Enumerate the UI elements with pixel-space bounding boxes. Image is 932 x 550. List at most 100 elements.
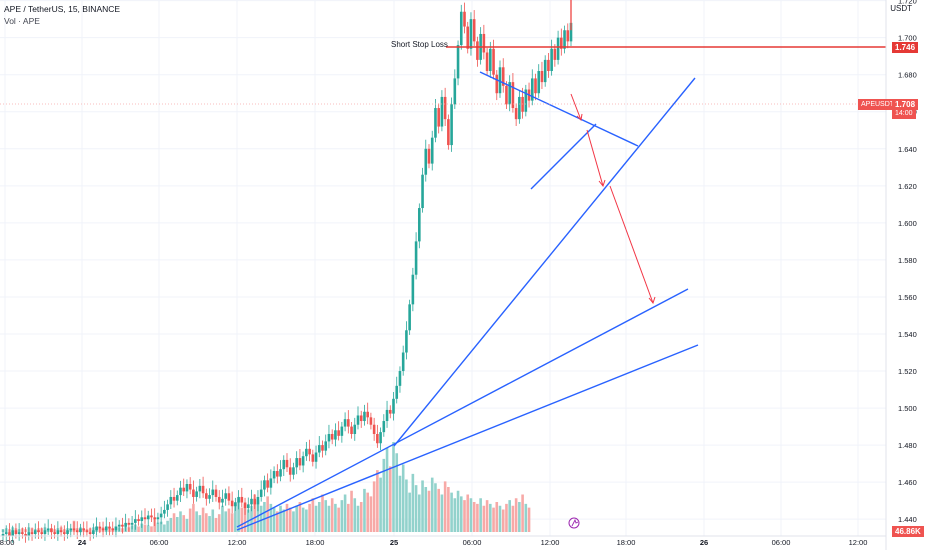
chart-grid — [0, 0, 886, 536]
candle-body — [230, 500, 234, 507]
trendline-triangle-lower[interactable] — [530, 123, 597, 190]
candle-body — [27, 532, 31, 536]
y-tick-label: 1.640 — [898, 145, 917, 154]
replay-icon-glyph — [571, 518, 579, 527]
volume-bar — [472, 502, 476, 532]
candle-body — [472, 19, 476, 42]
arrow-path-1[interactable] — [570, 93, 582, 121]
volume-bar — [437, 488, 440, 532]
volume-bar — [527, 507, 531, 532]
candle-body — [401, 352, 405, 372]
candle-body — [75, 530, 79, 533]
x-tick-label: 26 — [700, 538, 708, 547]
volume-bar — [243, 503, 247, 532]
candle-body — [359, 415, 363, 422]
candle-body — [305, 448, 308, 457]
volume-bar — [198, 515, 202, 532]
candle-body — [485, 52, 489, 71]
candle-body — [298, 458, 302, 466]
candle-body — [508, 82, 511, 105]
volume-bar — [317, 502, 321, 532]
candle-body — [69, 528, 73, 531]
volume-bar — [508, 500, 511, 532]
volume-bar — [485, 500, 489, 532]
volume-bar — [518, 502, 521, 532]
candle-body — [398, 371, 402, 386]
volume-bar — [185, 518, 189, 532]
volume-bar — [195, 511, 198, 532]
volume-bar — [211, 509, 215, 532]
volume-bar — [463, 500, 466, 532]
candle-body — [92, 530, 95, 534]
symbol-title[interactable]: APE / TetherUS, 15, BINANCE — [4, 4, 121, 14]
volume-bar — [188, 508, 192, 532]
candle-body — [256, 496, 260, 505]
trendline-drawings — [0, 46, 886, 531]
volume-indicator-label[interactable]: Vol · APE — [4, 16, 40, 26]
candle-body — [117, 524, 121, 527]
candle-body — [566, 30, 570, 42]
volume-bar — [324, 500, 328, 532]
candle-body — [1, 534, 5, 536]
candle-body — [434, 108, 437, 138]
volume-bar — [376, 470, 379, 532]
candle-body — [208, 495, 211, 499]
volume-bar — [292, 511, 295, 532]
candle-body — [317, 445, 321, 453]
candle-body — [53, 532, 56, 534]
volume-bar — [137, 526, 140, 532]
candle-body — [221, 498, 224, 503]
candle-body — [127, 522, 131, 525]
candle-body — [266, 480, 269, 488]
candle-body — [295, 458, 298, 468]
arrow-path-2[interactable] — [586, 129, 604, 187]
volume-bar — [272, 507, 276, 532]
candle-body — [192, 489, 195, 497]
candle-body — [43, 530, 47, 534]
y-tick-label: 1.680 — [898, 71, 917, 80]
volume-bar — [230, 513, 234, 532]
candle-body — [150, 515, 153, 518]
x-tick-label: 18:00 — [306, 538, 325, 547]
trendline-shallow[interactable] — [236, 344, 699, 531]
candle-body — [314, 452, 318, 462]
candle-body — [11, 530, 14, 536]
volume-bar — [353, 498, 357, 532]
volume-bar — [221, 505, 224, 532]
x-tick-label: 12:00 — [541, 538, 560, 547]
candle-body — [33, 530, 37, 534]
candle-body — [79, 528, 82, 533]
y-tick-label: 1.580 — [898, 256, 917, 265]
volume-bar — [369, 496, 373, 532]
volume-bar — [489, 503, 492, 532]
candle-body — [224, 493, 227, 499]
candle-body — [179, 487, 182, 496]
candle-body — [182, 487, 186, 492]
candle-body — [159, 513, 163, 518]
volume-bar — [266, 496, 269, 532]
candle-body — [556, 37, 560, 60]
volume-bar — [372, 481, 376, 532]
trendline-steep[interactable] — [393, 77, 696, 447]
volume-bar — [143, 524, 147, 532]
arrow-path-3[interactable] — [609, 185, 654, 304]
volume-bar — [182, 515, 186, 532]
y-tick-label: 1.540 — [898, 330, 917, 339]
price-axis[interactable]: 1.440 1.460 1.480 1.500 1.520 1.540 1.560 1.580… — [885, 0, 917, 550]
candle-body — [166, 504, 169, 510]
candle-body — [175, 495, 179, 501]
volume-bar — [340, 500, 344, 532]
volume-bar — [308, 503, 311, 532]
trendline-medium[interactable] — [236, 288, 689, 528]
candle-body — [140, 517, 144, 522]
candle-body — [21, 532, 24, 534]
candle-body — [163, 509, 166, 514]
trendline-triangle-upper[interactable] — [479, 71, 639, 147]
candle-body — [153, 517, 156, 520]
volume-bar — [443, 481, 447, 532]
volume-bar — [347, 503, 350, 532]
candle-body — [121, 524, 124, 527]
time-axis[interactable]: 18:00 24 06:00 12:00 18:00 25 06:00 12:00 18:00 2… — [0, 535, 886, 547]
volume-bar — [405, 479, 408, 532]
